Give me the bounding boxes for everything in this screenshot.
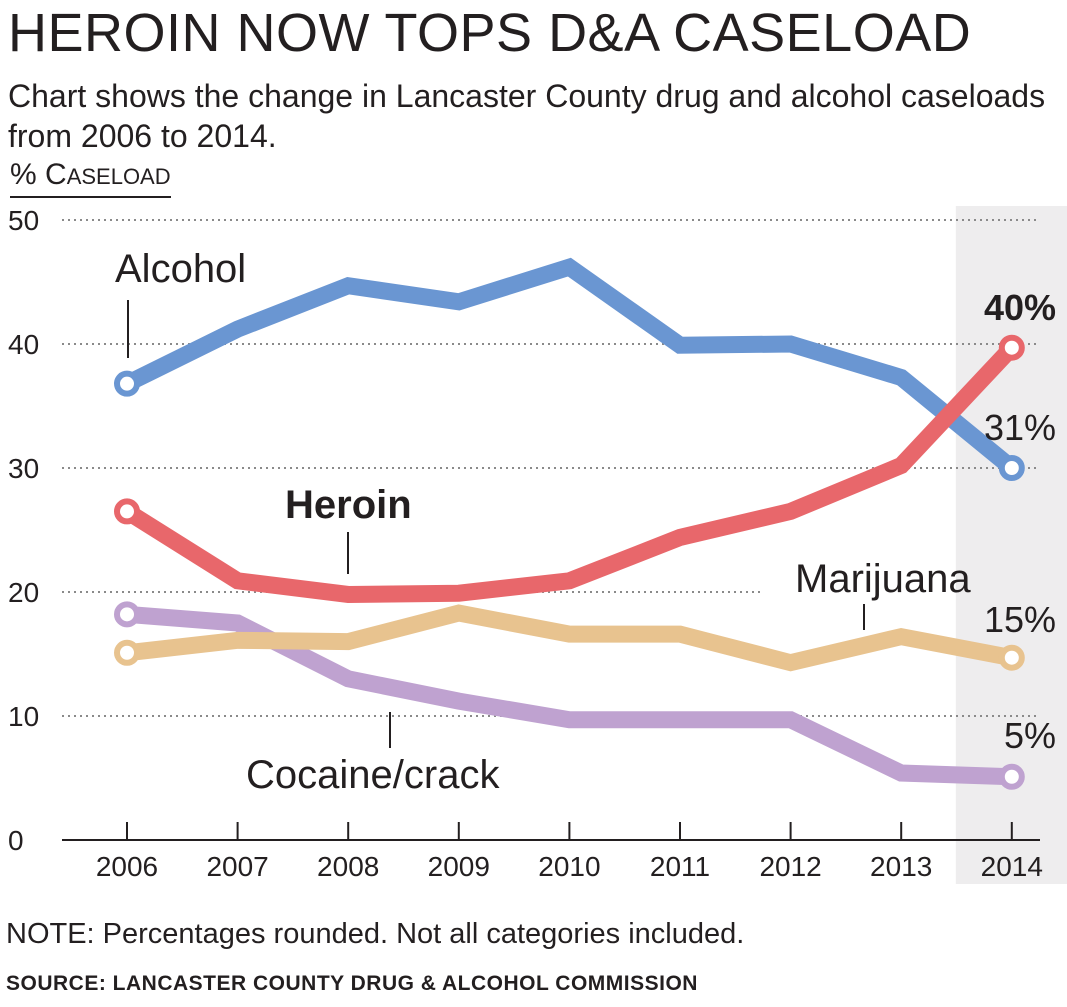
x-tick-label: 2013: [870, 851, 932, 882]
series-line-alcohol: [123, 257, 1018, 475]
y-tick-label: 20: [8, 577, 39, 608]
labels-layer: Alcohol Heroin Marijuana Cocaine/crack 31% 40…: [115, 247, 1056, 797]
x-tick-label: 2007: [206, 851, 268, 882]
endpoint-marker-cocaine-crack: [114, 601, 140, 628]
end-value-label-cocaine-crack: 5%: [1004, 715, 1056, 756]
axes: 0 10 20 30 40 50 2006 2007 2008 2009 2010 2011 2012 2…: [8, 205, 1043, 882]
end-value-label-heroin: 40%: [984, 287, 1056, 328]
y-tick-label: 30: [8, 453, 39, 484]
endpoint-marker-marijuana: [114, 639, 140, 666]
series-line-marijuana: [126, 604, 1014, 672]
end-value-label-alcohol: 31%: [984, 407, 1056, 448]
endpoint-marker-alcohol: [998, 455, 1025, 481]
x-tick-label: 2009: [428, 851, 490, 882]
chart-note: NOTE: Percentages rounded. Not all categ…: [6, 918, 745, 950]
x-tick-label: 2011: [650, 851, 710, 882]
chart-subtitle: Chart shows the change in Lancaster Coun…: [8, 78, 1046, 154]
y-axis-unit-label: % CASELOAD: [10, 158, 171, 198]
series-label-alcohol: Alcohol: [115, 247, 246, 291]
y-tick-label: 0: [8, 825, 24, 856]
x-tick-label: 2006: [96, 851, 158, 882]
series-label-heroin: Heroin: [285, 483, 412, 527]
endpoint-marker-heroin: [998, 334, 1025, 361]
chart-source: SOURCE: LANCASTER COUNTY DRUG & ALCOHOL …: [6, 972, 698, 995]
endpoint-marker-alcohol: [114, 370, 140, 397]
y-tick-label: 40: [8, 329, 39, 360]
y-tick-label: 10: [8, 701, 39, 732]
x-tick-label: 2012: [759, 851, 821, 882]
endpoint-marker-cocaine-crack: [998, 763, 1025, 790]
x-tick-label: 2010: [538, 851, 600, 882]
endpoint-marker-heroin: [114, 498, 140, 525]
series-label-cocaine-crack: Cocaine/crack: [246, 753, 500, 797]
x-tick-label: 2014: [981, 851, 1043, 882]
chart-title: HEROIN NOW TOPS D&A CASELOAD: [8, 3, 972, 63]
series-label-marijuana: Marijuana: [795, 557, 971, 601]
unit-label-rest: ASELOAD: [66, 164, 171, 189]
x-tick-label: 2008: [317, 851, 379, 882]
endpoint-marker-marijuana: [998, 644, 1025, 671]
y-tick-label: 50: [8, 205, 39, 236]
unit-label-first: % C: [10, 158, 67, 191]
end-value-label-marijuana: 15%: [984, 599, 1056, 640]
series-layer: [114, 257, 1025, 790]
series-line-heroin: [122, 341, 1018, 603]
